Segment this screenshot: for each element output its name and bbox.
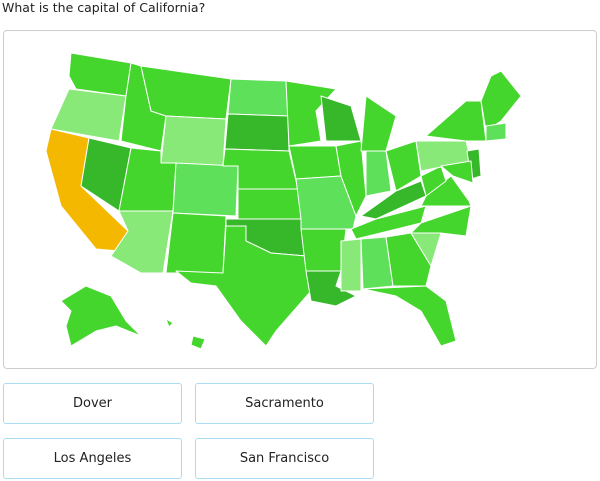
state <box>420 165 447 197</box>
state <box>360 180 427 220</box>
question: What is the capital of California? <box>2 0 206 15</box>
answer-button[interactable]: Los Angeles <box>3 438 182 479</box>
state <box>362 285 457 347</box>
state <box>110 210 174 274</box>
state <box>480 70 522 132</box>
state <box>50 88 127 142</box>
state <box>227 78 289 117</box>
state <box>175 225 312 347</box>
state <box>335 140 367 217</box>
state <box>485 122 507 142</box>
state <box>410 205 472 237</box>
state <box>320 95 362 142</box>
state <box>68 52 132 97</box>
state <box>190 335 206 350</box>
state <box>440 160 474 184</box>
state <box>350 205 427 240</box>
answer-button[interactable]: Sacramento <box>195 383 374 424</box>
state <box>340 238 362 292</box>
state <box>300 228 347 272</box>
state <box>360 95 397 152</box>
state <box>365 150 392 197</box>
map-box <box>3 30 597 369</box>
answer-button[interactable]: San Francisco <box>195 438 374 479</box>
state <box>140 65 232 120</box>
state <box>237 188 302 220</box>
state <box>165 318 174 328</box>
state <box>288 145 342 180</box>
answer-button[interactable]: Dover <box>3 383 182 424</box>
state <box>425 100 487 142</box>
state <box>224 113 290 152</box>
us-map <box>45 52 522 350</box>
state <box>172 162 239 217</box>
state <box>160 115 227 167</box>
state <box>385 232 432 287</box>
state <box>420 175 472 207</box>
state <box>165 212 227 274</box>
state <box>60 285 142 347</box>
